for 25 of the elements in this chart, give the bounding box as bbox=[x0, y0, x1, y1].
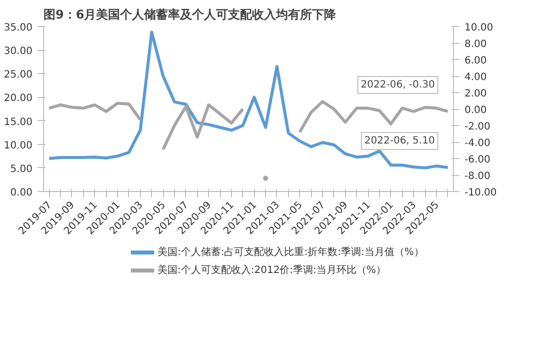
y2-tick-label: -10.00 bbox=[464, 188, 497, 198]
y2-tick-label: 8.00 bbox=[464, 39, 487, 50]
y2-tick-label: 10.00 bbox=[464, 22, 494, 34]
y-tick-label: 15.00 bbox=[4, 116, 33, 128]
y-tick-label: 0.00 bbox=[10, 188, 32, 198]
y-tick-label: 10.00 bbox=[4, 140, 33, 152]
y2-tick-label: -4.00 bbox=[464, 138, 490, 149]
y-tick-label: 30.00 bbox=[4, 46, 33, 58]
annotation: 2022-06, -0.30 bbox=[360, 79, 435, 90]
line-series bbox=[48, 30, 450, 170]
y2-tick-label: 6.00 bbox=[464, 56, 487, 66]
annotation: 2022-06, 5.10 bbox=[364, 135, 435, 146]
y-tick-label: 35.00 bbox=[4, 22, 33, 34]
chart-title: 图9：6月美国个人储蓄率及个人可支配收入均有所下降 bbox=[44, 8, 338, 22]
y2-tick-label: 0.00 bbox=[464, 105, 487, 116]
y2-tick-label: -2.00 bbox=[464, 122, 490, 132]
legend-label: 美国:个人储蓄:占可支配收入比重:折年数:季调:当月值（%） bbox=[157, 246, 424, 258]
y-tick-label: 5.00 bbox=[10, 164, 32, 175]
y-tick-label: 25.00 bbox=[4, 70, 33, 81]
y2-tick-label: 4.00 bbox=[464, 72, 487, 83]
y2-tick-label: 2.00 bbox=[464, 88, 487, 100]
legend-label: 美国:个人可支配收入:2012价:季调:当月环比（%） bbox=[157, 264, 386, 276]
y2-tick-label: -8.00 bbox=[464, 171, 490, 182]
y2-tick-label: -6.00 bbox=[464, 154, 490, 166]
y-tick-label: 20.00 bbox=[4, 93, 33, 104]
